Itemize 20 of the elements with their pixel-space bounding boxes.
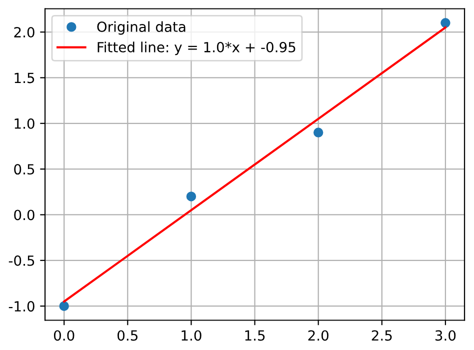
point bbox=[186, 192, 196, 202]
point bbox=[59, 301, 69, 311]
y-tick-label: 1.5 bbox=[14, 72, 34, 84]
x-tick-label: 0.0 bbox=[54, 330, 74, 341]
legend-label: Fitted line: y = 1.0*x + -0.95 bbox=[98, 42, 296, 56]
x-tick-label: 0.5 bbox=[118, 330, 138, 341]
x-tick-label: 3.0 bbox=[435, 330, 456, 341]
y-tick-label: -1.0 bbox=[8, 301, 34, 312]
x-tick-label: 2.5 bbox=[372, 330, 392, 341]
y-tick-label: 2.0 bbox=[14, 27, 34, 38]
legend-label: Original data bbox=[97, 21, 186, 35]
point bbox=[313, 128, 324, 138]
y-tick-label: 0.0 bbox=[14, 210, 34, 220]
y-tick-label: 0.5 bbox=[14, 164, 34, 175]
y-tick-label: 1.0 bbox=[14, 118, 34, 129]
x-tick-label: 2.0 bbox=[308, 330, 328, 341]
point bbox=[440, 18, 450, 28]
x-tick-label: 1.0 bbox=[182, 330, 202, 341]
x-tick-label: 1.5 bbox=[245, 330, 265, 341]
y-tick-label: -0.5 bbox=[8, 255, 34, 266]
